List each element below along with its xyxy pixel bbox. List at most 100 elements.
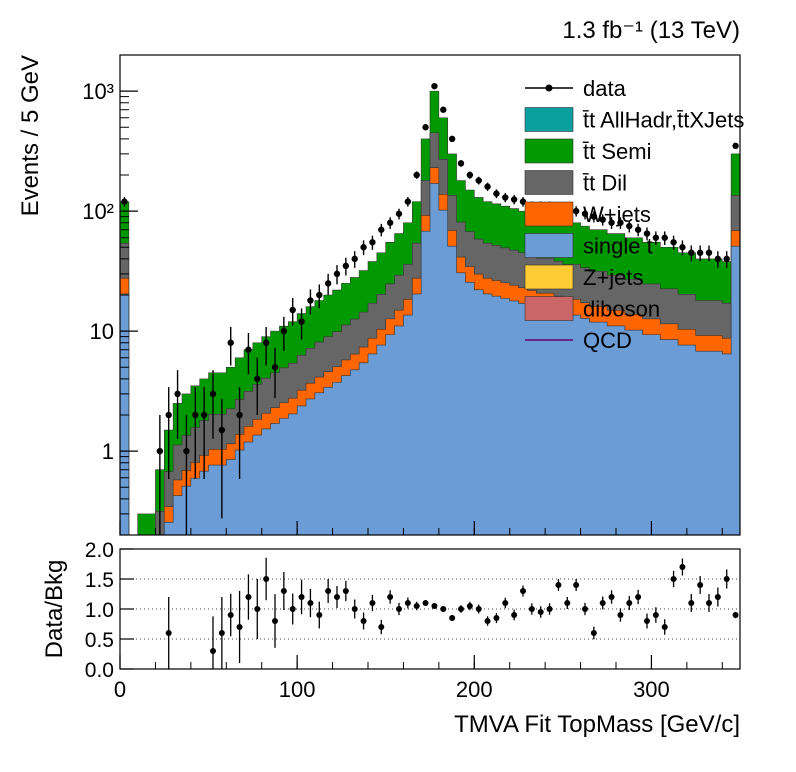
data-point	[369, 235, 376, 250]
stacked-histogram	[119, 90, 741, 536]
x-tick-label: 200	[456, 677, 493, 702]
data-point	[289, 298, 296, 326]
data-point	[386, 217, 394, 229]
data-point	[652, 231, 660, 245]
data-point	[351, 251, 358, 268]
x-axis-label: TMVA Fit TopMass [GeV/c]	[454, 711, 740, 738]
main-y-tick-label: 10³	[82, 79, 114, 104]
ratio-point	[440, 606, 447, 612]
legend-entry: data	[525, 76, 627, 101]
data-point	[307, 289, 314, 315]
data-point	[634, 223, 642, 237]
ratio-point	[582, 602, 588, 616]
ratio-point	[573, 579, 580, 591]
data-point	[342, 257, 350, 276]
ratio-point	[280, 572, 287, 610]
data-point	[245, 333, 252, 375]
ratio-point	[617, 608, 624, 622]
data-point	[209, 370, 217, 439]
ratio-point	[670, 570, 677, 588]
data-point	[271, 347, 279, 399]
data-point	[262, 326, 270, 366]
ratio-point	[714, 587, 721, 607]
data-point	[519, 197, 527, 207]
ratio-point	[218, 597, 225, 669]
data-point	[413, 171, 420, 179]
ratio-panel: 0.0 0.5 1.0 1.5 2.0 0 100 200 300 Data/Bkg TMVA…	[41, 521, 741, 738]
data-point	[448, 135, 456, 143]
ratio-point	[466, 601, 473, 611]
legend-label: Z+jets	[583, 265, 644, 290]
ratio-point	[210, 616, 216, 669]
main-y-tick-label: 1	[102, 439, 114, 464]
x-tick-label: 100	[279, 677, 316, 702]
legend-entry: diboson	[524, 296, 660, 322]
data-point	[670, 235, 677, 250]
ratio-y-axis-label: Data/Bkg	[41, 560, 68, 659]
data-point	[643, 227, 651, 241]
data-point	[236, 387, 243, 479]
ratio-point	[263, 557, 270, 601]
ratio-point	[378, 619, 385, 635]
legend-entry: QCD	[525, 328, 632, 353]
data-point	[714, 251, 722, 268]
data-point	[484, 182, 491, 191]
main-y-tick-label: 10²	[82, 199, 114, 224]
legend-entry: t̄t Semi	[524, 138, 651, 164]
ratio-points	[165, 557, 739, 669]
data-point	[590, 211, 598, 223]
legend-entry: t̄t Dil	[524, 170, 627, 196]
ratio-point	[688, 594, 695, 612]
ratio-point	[325, 579, 332, 603]
data-point	[395, 208, 403, 220]
ratio-point	[546, 603, 553, 615]
data-point	[440, 106, 447, 113]
legend-entry: t̄t AllHadr,t̄tXJets	[524, 107, 745, 133]
data-point	[333, 265, 341, 285]
data-point	[324, 273, 332, 295]
ratio-y-tick-label: 1.5	[85, 569, 114, 592]
data-point	[280, 316, 288, 351]
ratio-point	[679, 558, 686, 576]
legend-label: t̄t AllHadr,t̄tXJets	[583, 108, 745, 133]
ratio-y-tick-label: 1.0	[85, 599, 114, 622]
data-point	[466, 171, 474, 179]
legend-entry: W+jets	[524, 201, 651, 227]
ratio-point	[635, 589, 642, 605]
legend-label: diboson	[583, 297, 660, 322]
ratio-point	[458, 605, 464, 613]
data-point	[705, 245, 713, 262]
ratio-point	[387, 590, 394, 604]
legend-label: data	[583, 76, 627, 101]
data-point	[183, 415, 190, 535]
data-point	[360, 240, 367, 256]
data-point	[723, 251, 730, 268]
ratio-point	[236, 591, 243, 663]
ratio-point	[528, 603, 535, 615]
ratio-point	[404, 597, 411, 609]
ratio-point	[723, 569, 730, 589]
stack-single-t	[119, 183, 741, 536]
ratio-point	[245, 574, 252, 620]
data-point	[192, 387, 199, 479]
ratio-point	[644, 613, 650, 629]
main-plot-panel: 1 10 10² 10³ Events / 5 GeV	[17, 54, 741, 536]
ratio-point	[334, 586, 340, 608]
ratio-point	[626, 596, 633, 610]
ratio-point	[272, 594, 278, 648]
x-tick-label: 0	[114, 677, 126, 702]
ratio-point	[661, 619, 668, 635]
ratio-point	[732, 611, 739, 619]
data-point	[200, 387, 208, 479]
data-point	[431, 82, 438, 90]
data-point	[510, 195, 518, 205]
data-point	[493, 189, 500, 199]
ratio-point	[316, 601, 323, 629]
legend: data t̄t AllHadr,t̄tXJets t̄t Semi t̄t Dil W…	[524, 76, 745, 353]
data-point	[422, 124, 429, 131]
data-point	[572, 206, 580, 217]
legend-label: QCD	[583, 328, 632, 353]
data-point	[696, 245, 704, 262]
data-point	[688, 245, 695, 262]
ratio-point	[520, 585, 526, 597]
